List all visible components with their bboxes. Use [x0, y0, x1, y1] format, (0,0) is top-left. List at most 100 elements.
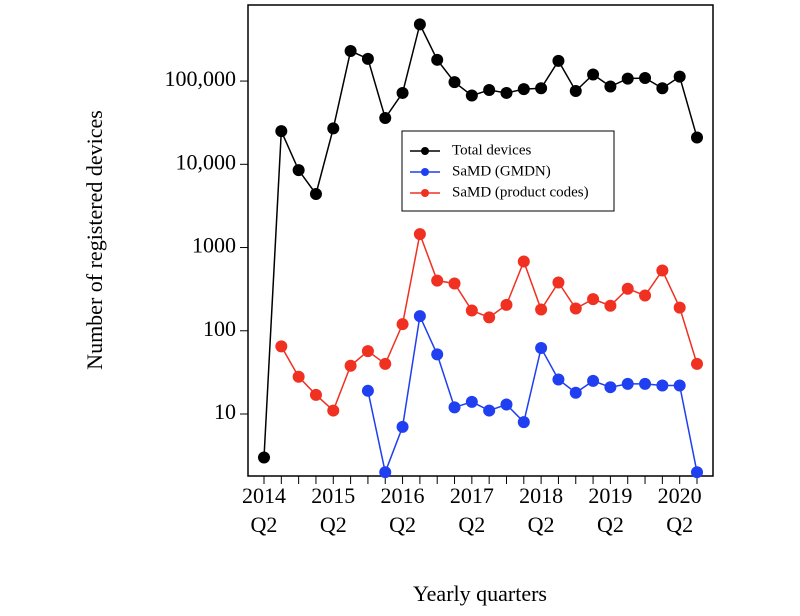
x-tick-label: 2018 — [519, 483, 563, 508]
data-point — [309, 187, 322, 200]
data-point — [465, 395, 478, 408]
data-point — [621, 377, 634, 390]
data-point — [396, 318, 409, 331]
data-point — [465, 89, 478, 102]
legend-label: SaMD (product codes) — [452, 184, 589, 200]
data-point — [292, 164, 305, 177]
data-point — [500, 86, 513, 99]
series-line — [367, 313, 698, 475]
data-point — [483, 404, 496, 417]
x-tick-sublabel: Q2 — [597, 512, 624, 537]
x-tick-label: 2014 — [242, 483, 286, 508]
data-point — [309, 388, 322, 401]
legend-marker — [421, 189, 429, 197]
data-point — [639, 377, 652, 390]
data-point — [691, 466, 703, 479]
legend-marker — [421, 147, 429, 155]
data-point — [535, 82, 548, 95]
data-point — [656, 264, 669, 277]
data-point — [673, 301, 686, 314]
x-tick-sublabel: Q2 — [389, 512, 416, 537]
x-tick-label: 2017 — [450, 483, 494, 508]
y-tick-label: 10 — [214, 399, 236, 424]
data-point — [500, 398, 513, 411]
data-point — [275, 340, 288, 353]
y-tick-label: 100,000 — [165, 66, 237, 91]
x-tick-sublabel: Q2 — [251, 512, 278, 537]
data-point — [344, 359, 357, 372]
data-point — [431, 53, 444, 66]
legend-marker — [421, 168, 429, 176]
data-point — [639, 71, 652, 84]
data-point — [448, 277, 461, 290]
data-point — [552, 276, 565, 289]
data-point — [431, 348, 444, 361]
data-point — [673, 70, 686, 83]
data-point — [258, 451, 270, 464]
data-point — [379, 111, 392, 124]
data-point — [639, 289, 652, 302]
data-point — [396, 420, 409, 433]
data-point — [500, 298, 513, 311]
y-tick-label: 1000 — [192, 233, 236, 258]
data-point — [517, 416, 530, 429]
data-point — [569, 302, 582, 315]
data-point — [517, 83, 530, 96]
x-axis-label: Yearly quarters — [413, 581, 547, 606]
legend-frame — [401, 130, 615, 212]
data-point — [483, 311, 496, 324]
data-point — [587, 68, 600, 81]
data-point — [517, 255, 530, 268]
data-point — [448, 401, 461, 414]
data-point — [656, 379, 669, 392]
data-point — [361, 345, 374, 358]
x-tick-sublabel: Q2 — [528, 512, 555, 537]
data-point — [621, 282, 634, 295]
y-axis-label: Number of registered devices — [82, 110, 107, 370]
data-point — [344, 44, 357, 57]
data-point — [552, 54, 565, 67]
series-line — [263, 22, 698, 458]
x-tick-label: 2020 — [658, 483, 702, 508]
data-point — [604, 80, 617, 93]
data-point — [535, 342, 548, 355]
data-point — [413, 228, 426, 241]
data-point — [604, 381, 617, 394]
legend-label: Total devices — [452, 142, 531, 158]
data-point — [483, 84, 496, 97]
data-point — [656, 82, 669, 95]
data-point — [361, 52, 374, 65]
data-point — [691, 131, 703, 144]
data-point — [413, 310, 426, 323]
data-point — [292, 370, 305, 383]
data-point — [396, 86, 409, 99]
x-tick-label: 2019 — [588, 483, 632, 508]
x-tick-sublabel: Q2 — [458, 512, 485, 537]
data-point — [569, 84, 582, 97]
data-point — [413, 18, 426, 31]
data-point — [431, 274, 444, 287]
data-point — [361, 384, 374, 397]
data-point — [673, 379, 686, 392]
x-tick-sublabel: Q2 — [320, 512, 347, 537]
x-tick-sublabel: Q2 — [666, 512, 693, 537]
y-tick-label: 100 — [203, 316, 236, 341]
data-point — [587, 374, 600, 387]
data-point — [465, 304, 478, 317]
data-point — [379, 357, 392, 370]
data-point — [327, 122, 340, 135]
data-point — [552, 373, 565, 386]
legend-label: SaMD (GMDN) — [452, 163, 551, 179]
data-point — [275, 125, 288, 138]
data-point — [448, 76, 461, 89]
data-point — [379, 466, 392, 479]
y-tick-label: 10,000 — [176, 149, 237, 174]
x-tick-label: 2016 — [381, 483, 425, 508]
data-point — [604, 299, 617, 312]
data-point — [327, 404, 340, 417]
data-point — [587, 293, 600, 306]
data-point — [535, 303, 548, 316]
plot-frame — [247, 4, 714, 477]
data-point — [569, 386, 582, 399]
